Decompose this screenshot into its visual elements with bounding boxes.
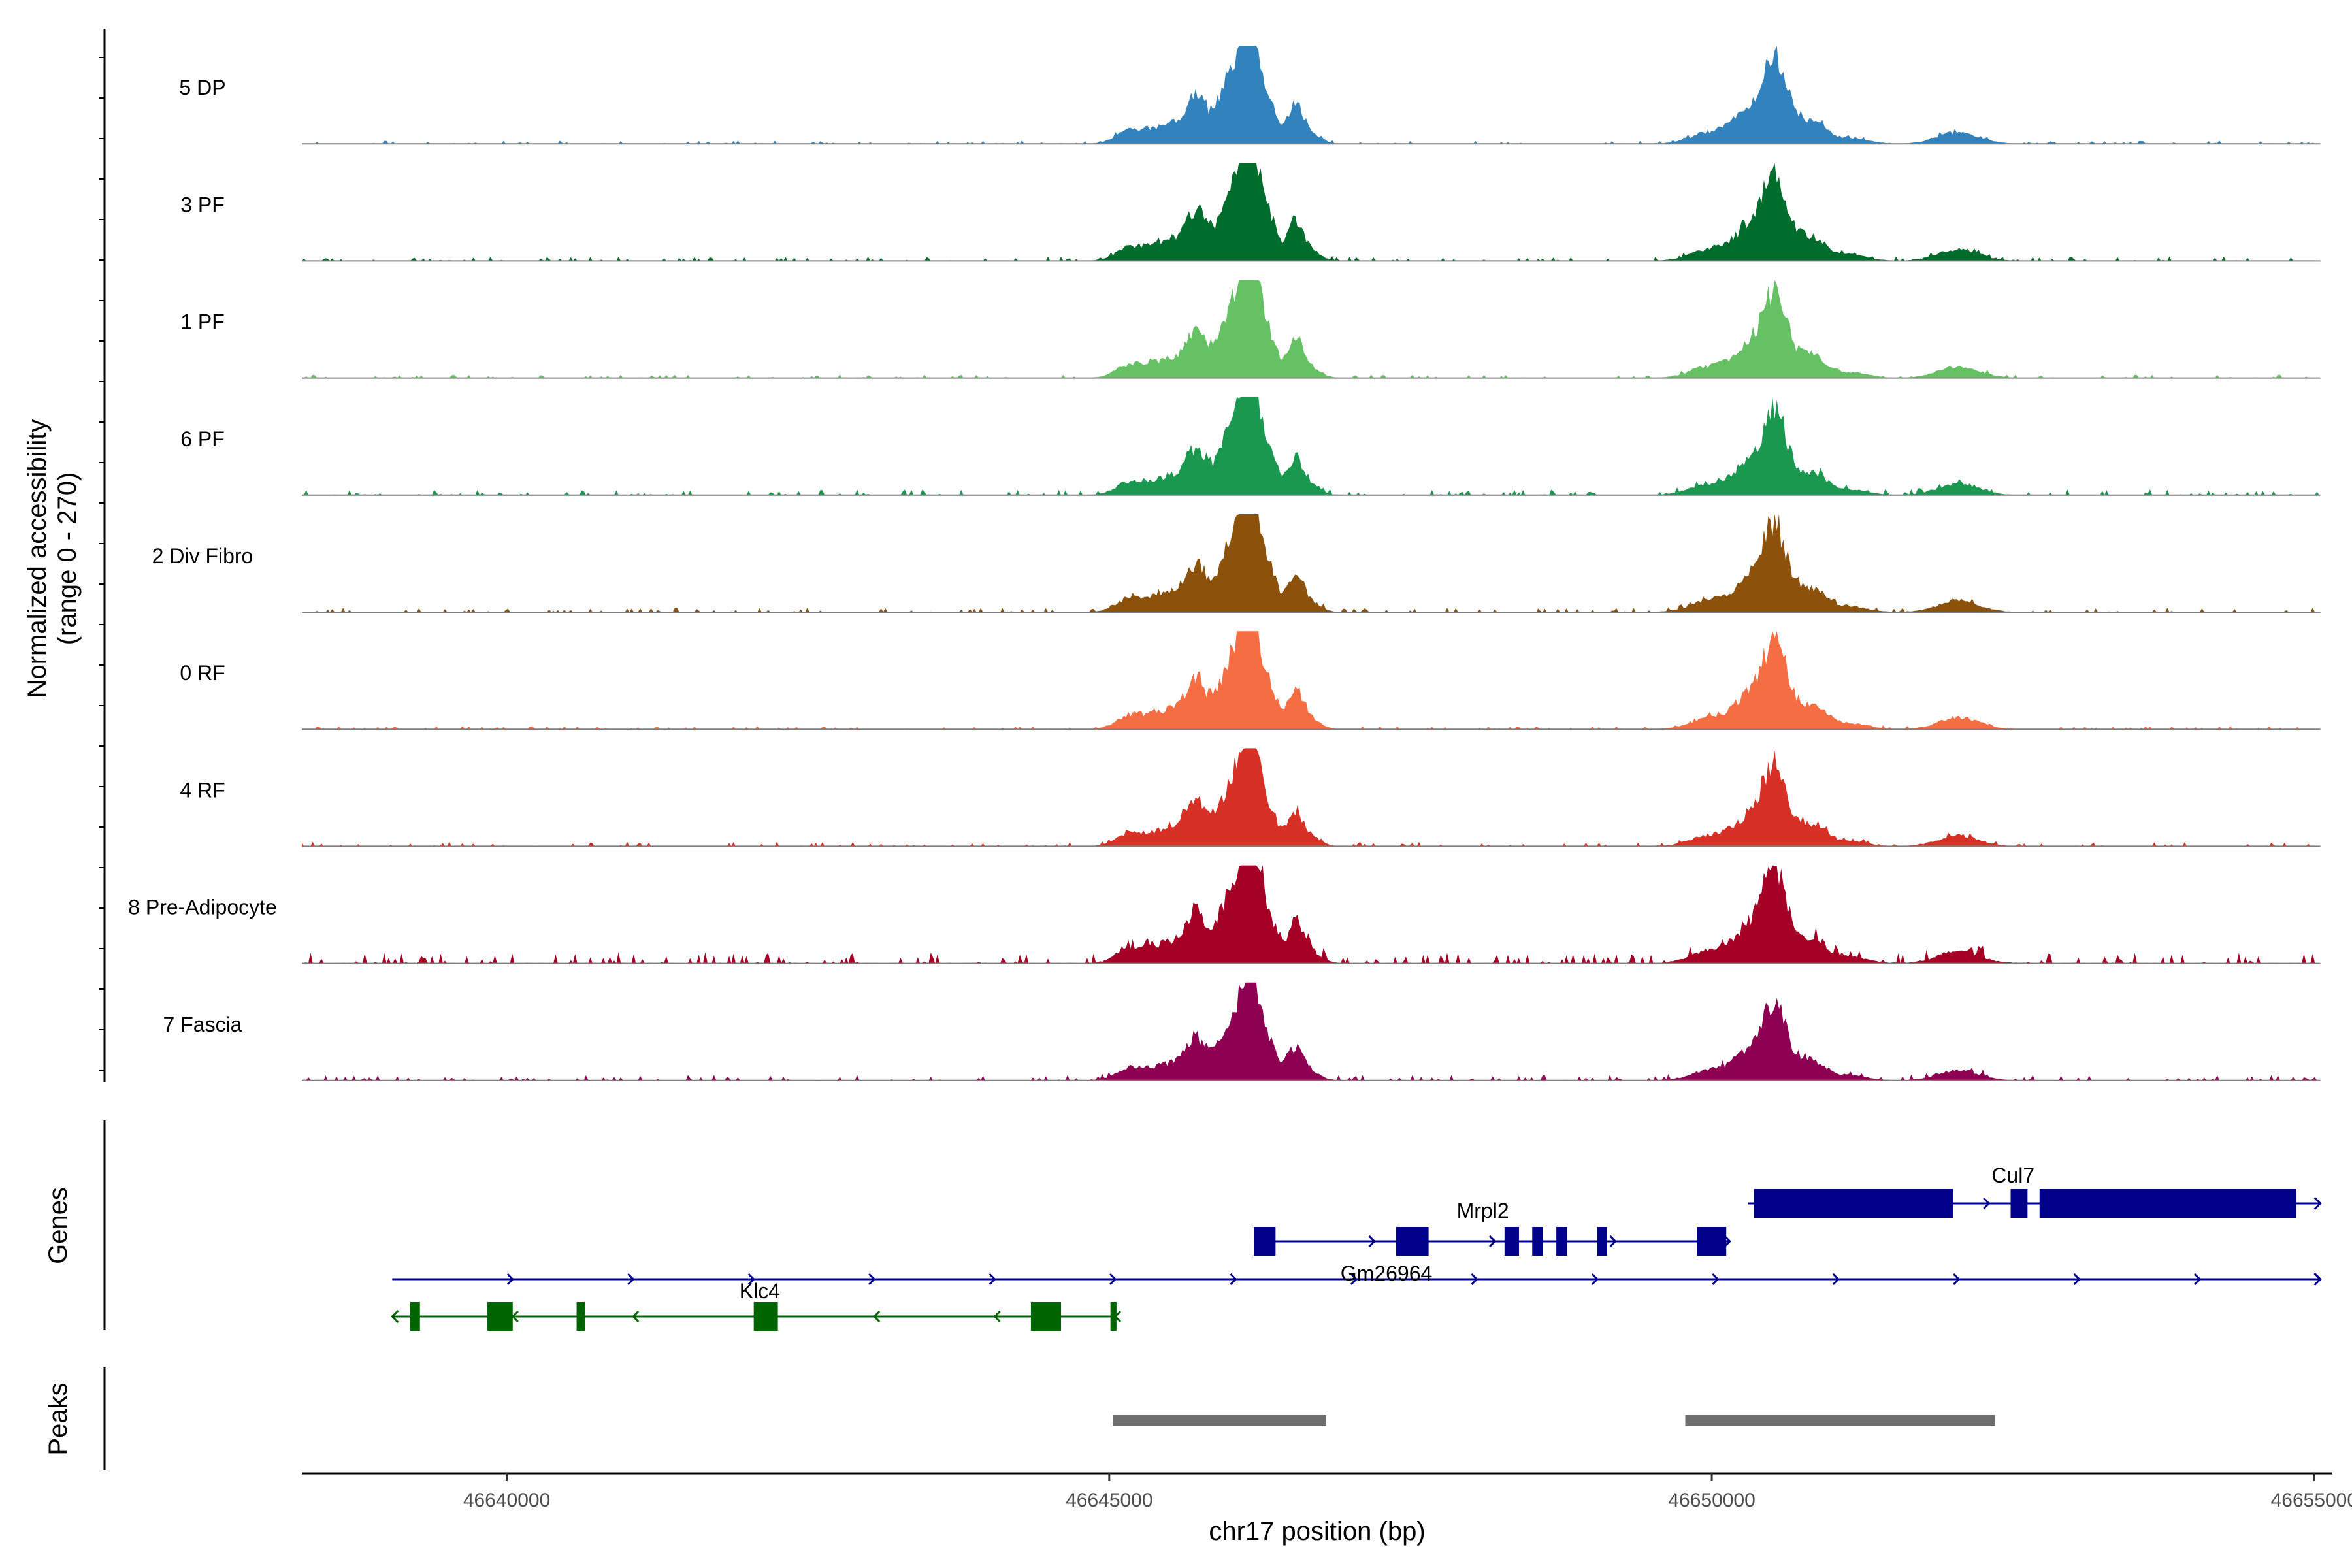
- exon: [1597, 1227, 1607, 1256]
- track-label: 8 Pre-Adipocyte: [128, 896, 277, 919]
- peak-region: [1685, 1415, 1995, 1426]
- y-axis-title-line2: (range 0 - 270): [53, 472, 82, 645]
- exon: [1110, 1302, 1117, 1331]
- exon: [1697, 1227, 1727, 1256]
- coverage-tracks: 5 DP 3 PF 1 PF 6 PF 2 Div Fibro 0 RF 4 RF 8 Pre…: [128, 46, 2321, 1081]
- track-5-dp: 5 DP: [179, 46, 2321, 145]
- track-4-rf: 4 RF: [180, 748, 2321, 847]
- track-0-rf: 0 RF: [180, 631, 2321, 730]
- strand-arrow: [391, 1309, 399, 1324]
- exon: [1556, 1227, 1567, 1256]
- strand-arrow: [747, 1273, 755, 1286]
- track-3-pf: 3 PF: [180, 163, 2321, 262]
- x-tick-label: 46650000: [1668, 1490, 1755, 1511]
- peak-region: [1113, 1415, 1326, 1426]
- strand-arrow: [1953, 1273, 1961, 1286]
- coverage-y-ticks: [99, 57, 105, 1071]
- x-tick-label: 46655000: [2271, 1490, 2352, 1511]
- track-2-div-fibro: 2 Div Fibro: [152, 514, 2321, 613]
- genes-panel-label: Genes: [44, 1187, 73, 1264]
- peaks-panel-label: Peaks: [44, 1382, 73, 1455]
- gene-label: Mrpl2: [1457, 1199, 1509, 1222]
- x-axis-title: chr17 position (bp): [1209, 1517, 1425, 1546]
- track-6-pf: 6 PF: [180, 397, 2321, 496]
- track-area: [302, 46, 2321, 144]
- gene-label: Klc4: [740, 1279, 780, 1303]
- strand-arrow: [2073, 1273, 2081, 1286]
- track-label: 3 PF: [180, 193, 225, 216]
- strand-arrow: [627, 1273, 635, 1286]
- x-tick-label: 46640000: [463, 1490, 550, 1511]
- track-area: [302, 982, 2321, 1081]
- strand-arrow: [1368, 1235, 1376, 1248]
- gene-klc4: Klc4: [391, 1279, 1122, 1331]
- track-area: [302, 397, 2321, 495]
- exon: [2010, 1189, 2028, 1218]
- track-label: 6 PF: [180, 427, 225, 451]
- track-label: 4 RF: [180, 778, 225, 802]
- exon: [753, 1302, 778, 1331]
- track-label: 2 Div Fibro: [152, 544, 253, 568]
- track-label: 1 PF: [180, 310, 225, 334]
- peaks-panel: [1113, 1415, 1995, 1426]
- strand-arrow: [993, 1310, 1001, 1323]
- exon: [1254, 1227, 1276, 1256]
- track-label: 7 Fascia: [163, 1013, 242, 1036]
- track-area: [302, 514, 2321, 612]
- exon: [1030, 1302, 1062, 1331]
- x-tick-label: 46645000: [1066, 1490, 1152, 1511]
- gene-cul7: Cul7: [1748, 1164, 2322, 1218]
- strand-arrow: [1471, 1273, 1478, 1286]
- track-area: [302, 280, 2321, 378]
- exon: [410, 1302, 420, 1331]
- gene-label: Cul7: [1991, 1164, 2034, 1187]
- exon: [1754, 1189, 1953, 1218]
- genes-panel: Cul7 Mrpl2 Gm26964 Klc4: [391, 1164, 2322, 1331]
- strand-arrow: [1109, 1273, 1117, 1286]
- x-axis-ticks: 46640000 46645000 46650000 46655000: [463, 1473, 2352, 1511]
- exon: [1532, 1227, 1543, 1256]
- strand-arrow: [1230, 1273, 1237, 1286]
- exon: [1396, 1227, 1429, 1256]
- strand-arrow: [873, 1310, 881, 1323]
- track-area: [302, 748, 2321, 847]
- strand-arrow: [988, 1273, 996, 1286]
- strand-arrow: [1489, 1235, 1497, 1248]
- strand-arrow: [2194, 1273, 2202, 1286]
- exon: [2039, 1189, 2296, 1218]
- track-label: 0 RF: [180, 661, 225, 685]
- track-area: [302, 865, 2321, 964]
- y-axis-title-line1: Normalized accessibility: [23, 419, 52, 698]
- strand-arrow: [1832, 1273, 1840, 1286]
- track-7-fascia: 7 Fascia: [163, 982, 2321, 1081]
- track-label: 5 DP: [179, 76, 225, 99]
- strand-arrow: [1591, 1273, 1599, 1286]
- track-area: [302, 631, 2321, 730]
- track-1-pf: 1 PF: [180, 280, 2321, 379]
- strand-arrow: [868, 1273, 876, 1286]
- track-8-pre-adipocyte: 8 Pre-Adipocyte: [128, 865, 2321, 964]
- gene-mrpl2: Mrpl2: [1254, 1199, 1731, 1256]
- exon: [1504, 1227, 1519, 1256]
- exon: [576, 1302, 585, 1331]
- strand-arrow: [2313, 1272, 2322, 1286]
- y-axis-title: Normalized accessibility (range 0 - 270): [23, 419, 82, 698]
- strand-arrow: [2313, 1196, 2322, 1211]
- exon: [487, 1302, 513, 1331]
- gene-label: Gm26964: [1341, 1262, 1433, 1285]
- track-area: [302, 163, 2321, 261]
- strand-arrow: [632, 1310, 640, 1323]
- strand-arrow: [1609, 1235, 1617, 1248]
- strand-arrow: [506, 1273, 514, 1286]
- strand-arrow: [1983, 1197, 1991, 1210]
- gene-gm26964: Gm26964: [392, 1262, 2322, 1286]
- strand-arrow: [1712, 1273, 1720, 1286]
- strand-arrow: [1350, 1273, 1358, 1286]
